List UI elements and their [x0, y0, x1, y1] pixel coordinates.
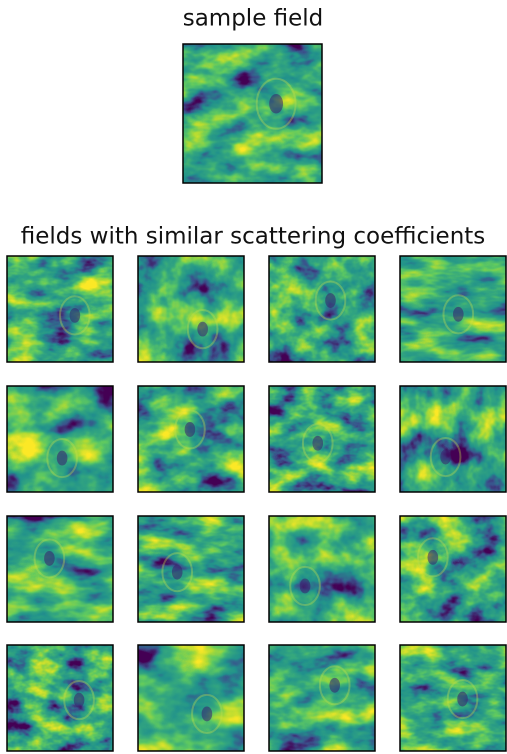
image-border [268, 644, 376, 752]
field-image [268, 644, 376, 752]
field-texture [400, 516, 506, 622]
vortex-swirl [255, 77, 297, 130]
field-texture [269, 645, 375, 751]
field-texture [269, 516, 375, 622]
vortex-core [197, 321, 208, 337]
field-texture [269, 256, 375, 362]
field-texture [138, 516, 244, 622]
field-image [6, 515, 114, 623]
vortex-core [201, 706, 213, 722]
vortex-swirl [314, 280, 347, 321]
field-texture [7, 386, 113, 492]
image-border [6, 255, 114, 363]
field-texture [7, 256, 113, 362]
vortex-swirl [442, 294, 475, 335]
field-texture [400, 645, 506, 751]
vortex-swirl [46, 438, 78, 479]
field-image [268, 255, 376, 363]
vortex-swirl [174, 409, 206, 450]
field-image [137, 255, 245, 363]
field-image [6, 385, 114, 493]
field-image [399, 515, 507, 623]
vortex-swirl [161, 552, 194, 593]
field-image [182, 43, 323, 184]
vortex-core [299, 578, 311, 594]
vortex-core [427, 549, 439, 565]
vortex-core [457, 691, 468, 707]
field-image [399, 255, 507, 363]
field-image [6, 255, 114, 363]
field-texture [400, 256, 506, 362]
image-border [399, 385, 507, 493]
vortex-core [73, 692, 85, 708]
vortex-core [440, 449, 451, 465]
vortex-core [44, 550, 55, 566]
vortex-core [325, 293, 336, 308]
field-texture [138, 256, 244, 362]
vortex-swirl [191, 693, 223, 734]
vortex-core [453, 306, 464, 322]
vortex-swirl [58, 295, 91, 336]
vortex-core [56, 450, 68, 466]
figure-subtitle: fields with similar scattering coefficie… [21, 224, 486, 250]
image-border [137, 385, 245, 493]
image-border [399, 255, 507, 363]
field-image [137, 644, 245, 752]
image-border [268, 255, 376, 363]
image-border [268, 515, 376, 623]
vortex-core [184, 422, 196, 437]
image-border [6, 385, 114, 493]
field-texture [7, 645, 113, 751]
vortex-swirl [318, 665, 351, 706]
field-texture [7, 516, 113, 622]
field-image [137, 385, 245, 493]
field-image [6, 644, 114, 752]
image-border [137, 255, 245, 363]
field-texture [183, 44, 322, 183]
vortex-swirl [301, 423, 334, 464]
image-border [137, 644, 245, 752]
field-image [137, 515, 245, 623]
image-border [399, 515, 507, 623]
field-texture [138, 386, 244, 492]
field-image [399, 385, 507, 493]
vortex-swirl [429, 436, 462, 478]
image-border [399, 644, 507, 752]
image-border [268, 385, 376, 493]
vortex-core [329, 677, 341, 693]
image-border [137, 515, 245, 623]
vortex-swirl [63, 680, 95, 721]
vortex-core [269, 94, 284, 114]
image-border [182, 43, 323, 184]
image-border [6, 515, 114, 623]
vortex-swirl [186, 309, 219, 350]
vortex-core [171, 564, 183, 580]
field-image [268, 515, 376, 623]
vortex-core [312, 435, 324, 451]
vortex-swirl [289, 565, 321, 607]
vortex-core [69, 307, 81, 323]
vortex-swirl [33, 538, 66, 579]
vortex-swirl [446, 678, 479, 720]
vortex-swirl [417, 537, 449, 578]
image-border [6, 644, 114, 752]
field-image [399, 644, 507, 752]
figure-title: sample field [183, 6, 324, 32]
field-texture [400, 386, 506, 492]
field-image [268, 385, 376, 493]
field-texture [138, 645, 244, 751]
